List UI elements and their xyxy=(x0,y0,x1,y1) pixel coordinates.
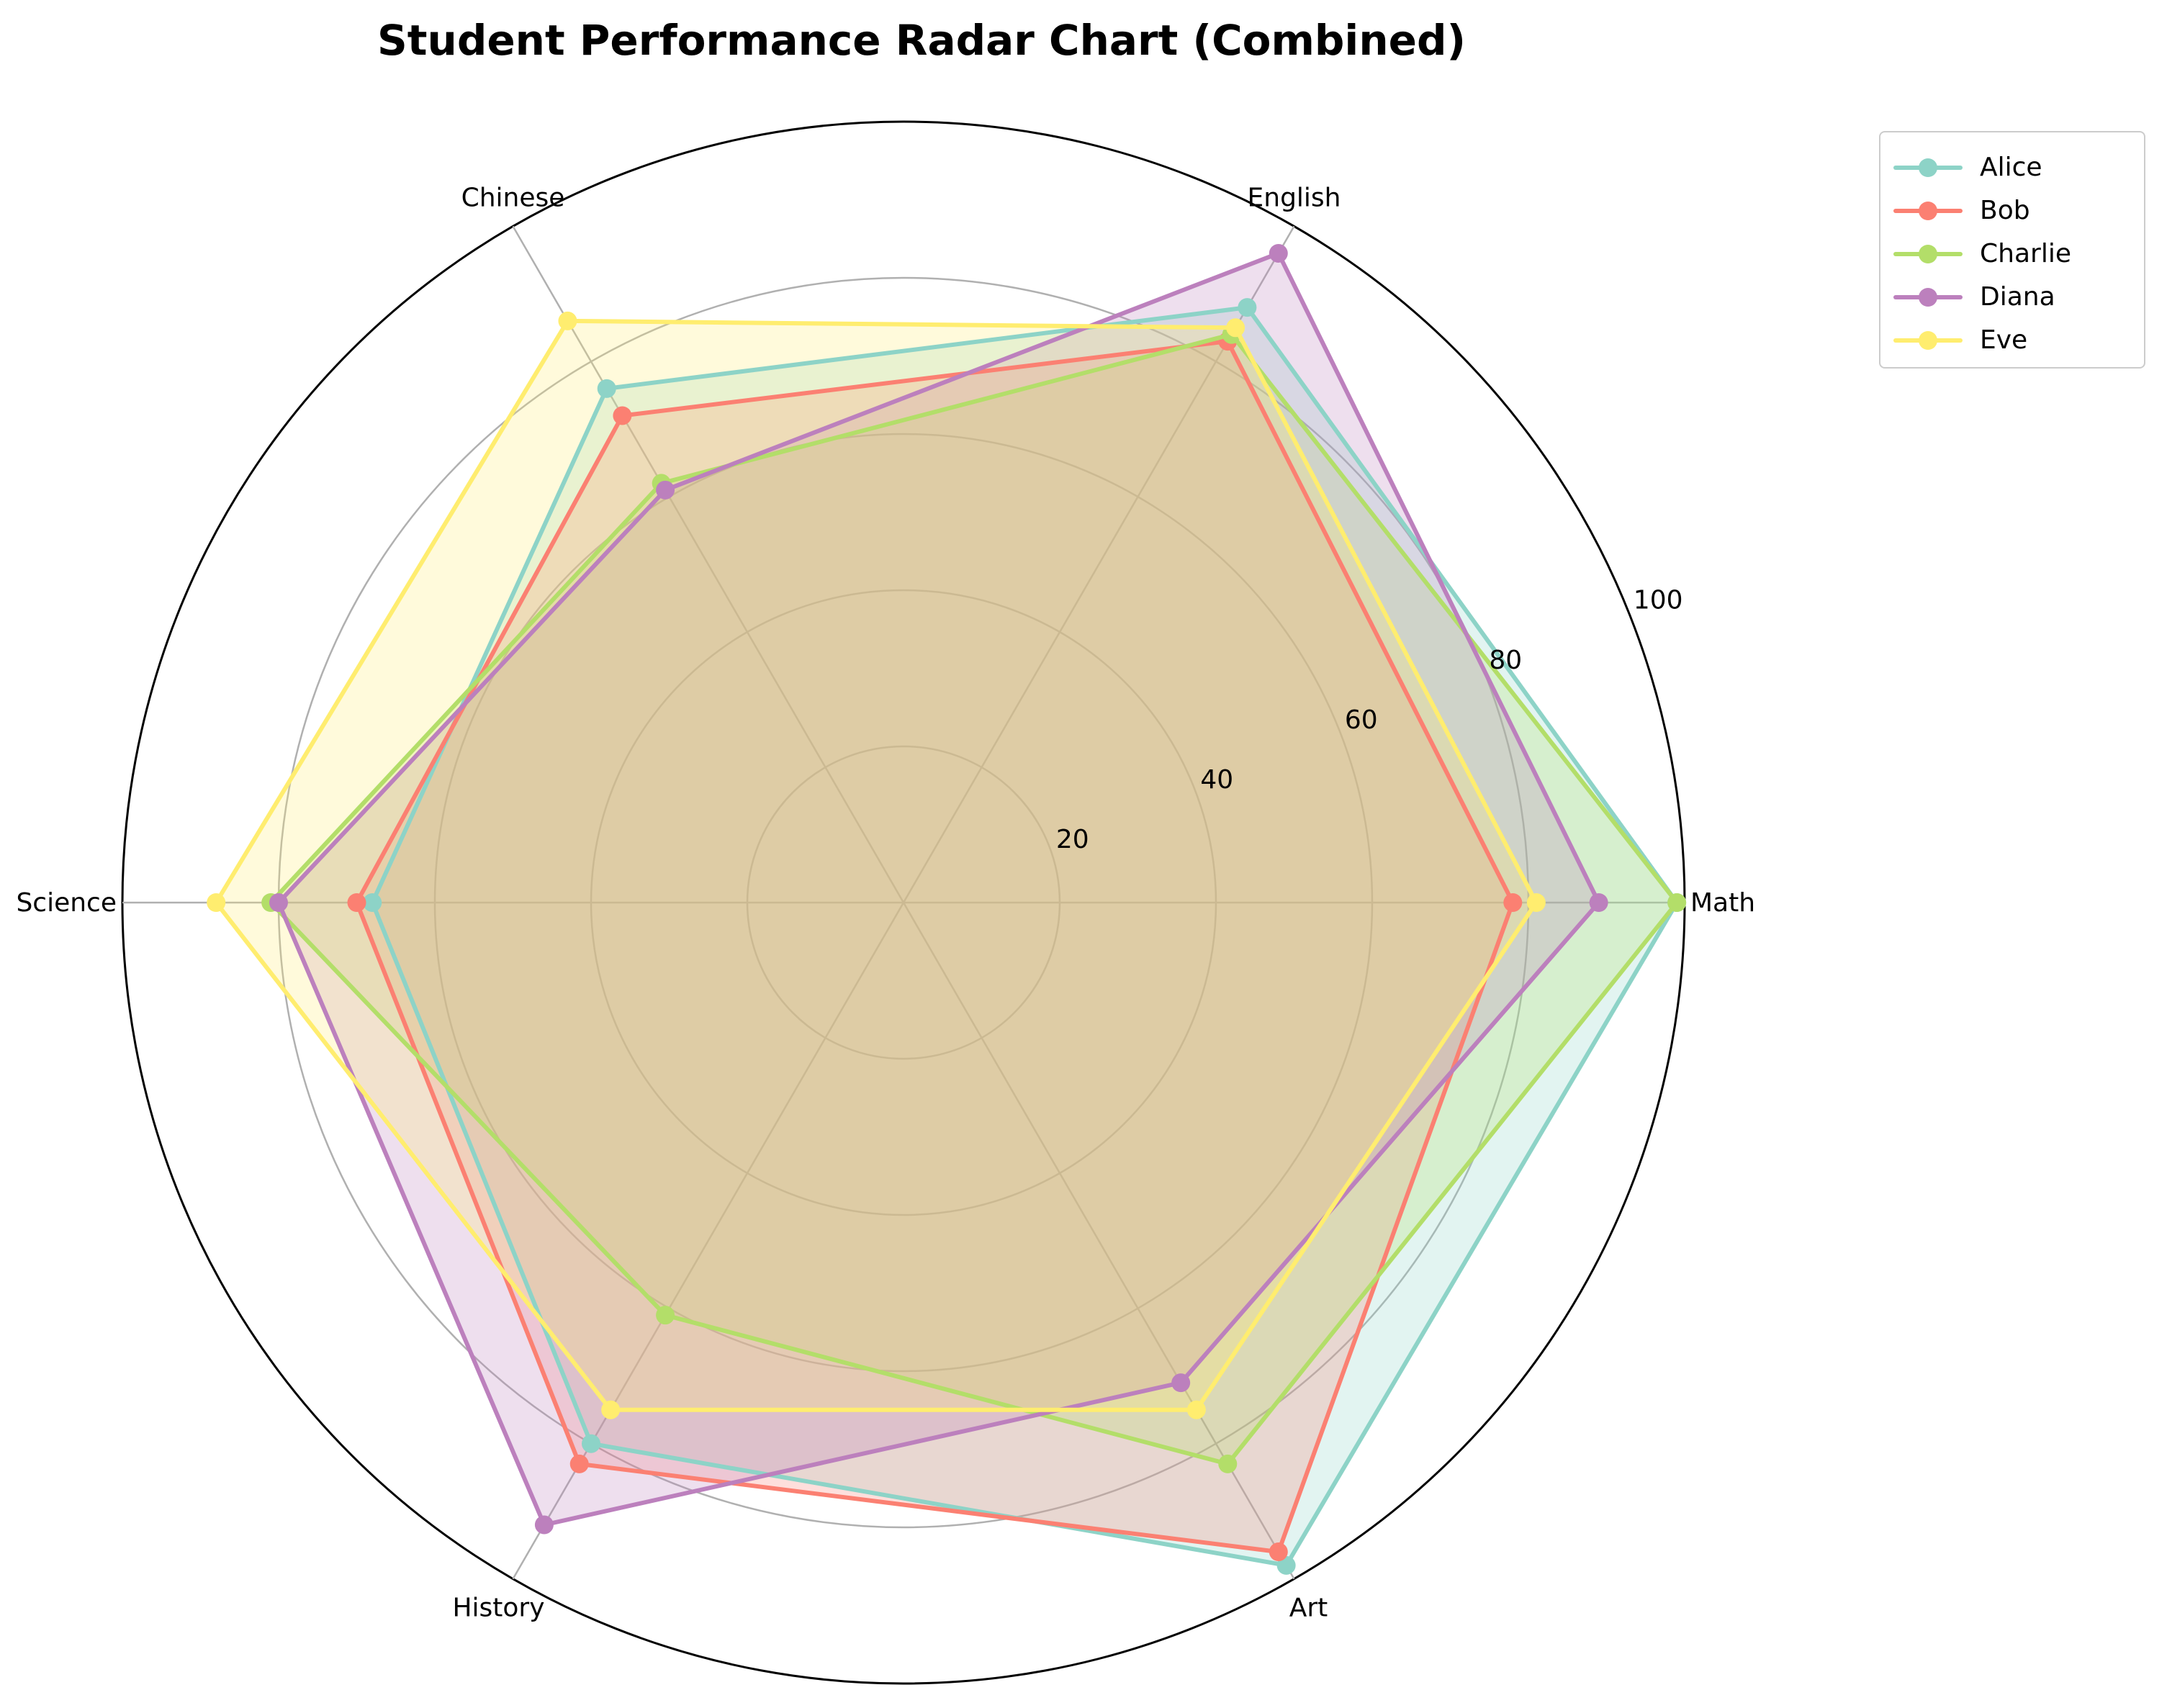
point-charlie-art xyxy=(1218,1454,1238,1473)
axis-label-art: Art xyxy=(1289,1594,1328,1623)
legend-label: Bob xyxy=(1980,195,2030,225)
legend-label: Charlie xyxy=(1980,238,2071,268)
point-alice-science xyxy=(363,893,382,912)
axis-label-science: Science xyxy=(16,888,117,918)
legend-label: Diana xyxy=(1980,281,2055,312)
point-eve-english xyxy=(1226,318,1245,338)
point-diana-math xyxy=(1589,893,1608,912)
legend-swatch xyxy=(1893,189,1963,232)
legend: Alice Bob Charlie Diana Eve xyxy=(1879,131,2145,369)
series-fill-charlie xyxy=(271,334,1677,1464)
legend-swatch xyxy=(1893,318,1963,361)
series-fill-bob xyxy=(356,341,1513,1553)
legend-item-charlie: Charlie xyxy=(1893,232,2144,275)
point-bob-science xyxy=(347,893,366,912)
label-layer: 20 40 60 80 100 Math English Chinese Science Hist… xyxy=(16,183,1755,1622)
axis-label-chinese: Chinese xyxy=(461,183,565,212)
r-tick-label-80: 80 xyxy=(1489,646,1522,675)
point-bob-math xyxy=(1503,893,1523,912)
r-tick-label-20: 20 xyxy=(1056,825,1089,854)
legend-item-eve: Eve xyxy=(1893,318,2144,361)
legend-label: Eve xyxy=(1980,325,2028,355)
point-diana-art xyxy=(1171,1373,1191,1393)
point-eve-science xyxy=(207,893,226,912)
point-charlie-math xyxy=(1667,893,1687,912)
grid-layer xyxy=(121,120,1686,1685)
r-tick-label-100: 100 xyxy=(1634,586,1683,615)
axis-label-math: Math xyxy=(1690,888,1755,918)
point-diana-history xyxy=(534,1515,554,1535)
series-layer xyxy=(207,243,1687,1575)
point-alice-chinese xyxy=(597,379,616,398)
point-alice-english xyxy=(1238,298,1257,317)
series-fill-alice xyxy=(372,307,1677,1565)
point-eve-math xyxy=(1526,893,1546,912)
point-eve-art xyxy=(1186,1400,1206,1419)
point-bob-chinese xyxy=(613,406,632,425)
series-fill-eve xyxy=(216,320,1536,1410)
point-charlie-history xyxy=(656,1306,675,1325)
point-eve-chinese xyxy=(558,311,577,330)
point-diana-english xyxy=(1269,243,1288,263)
legend-label: Alice xyxy=(1980,152,2042,182)
legend-swatch xyxy=(1893,232,1963,275)
legend-swatch xyxy=(1893,275,1963,318)
r-tick-label-60: 60 xyxy=(1345,705,1378,735)
point-eve-history xyxy=(601,1400,621,1419)
chart-title: Student Performance Radar Chart (Combine… xyxy=(377,16,1466,65)
point-diana-science xyxy=(269,893,288,912)
legend-item-diana: Diana xyxy=(1893,275,2144,318)
point-alice-art xyxy=(1276,1555,1296,1575)
axis-label-english: English xyxy=(1248,183,1341,212)
legend-swatch xyxy=(1893,145,1963,189)
legend-item-bob: Bob xyxy=(1893,189,2144,232)
series-fill-diana xyxy=(279,253,1599,1525)
point-alice-history xyxy=(582,1434,600,1453)
point-bob-art xyxy=(1269,1542,1288,1562)
spoke-chinese xyxy=(512,225,905,903)
r-tick-label-40: 40 xyxy=(1200,765,1233,795)
point-diana-chinese xyxy=(656,480,675,500)
point-bob-history xyxy=(569,1454,589,1473)
axis-label-history: History xyxy=(452,1594,544,1623)
legend-item-alice: Alice xyxy=(1893,145,2144,189)
